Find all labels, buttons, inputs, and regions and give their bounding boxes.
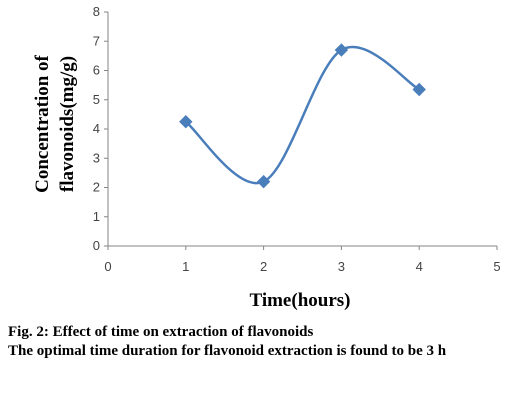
figure-caption-title: Fig. 2: Effect of time on extraction of … [8, 324, 314, 340]
y-tick-label: 0 [93, 238, 100, 253]
figure-caption-note: The optimal time duration for flavonoid … [8, 343, 447, 359]
series [179, 43, 426, 189]
y-tick-label: 1 [93, 209, 100, 224]
data-point-marker [412, 82, 426, 97]
y-axis-title-line-2: flavonoids(mg/g) [57, 56, 78, 192]
y-tick-label: 8 [93, 4, 100, 19]
chart: 0 1 2 3 4 5 6 7 8 0 1 2 3 4 5 Time(hours) Concentratio… [32, 4, 501, 311]
x-tick-label: 0 [104, 259, 111, 274]
axes [107, 12, 497, 247]
y-axis-title-line-1: Concentration of [32, 54, 53, 192]
x-tick-label: 5 [493, 259, 500, 274]
x-axis-title: Time(hours) [250, 290, 351, 311]
y-tick-label: 7 [93, 33, 100, 48]
data-point-marker [256, 174, 271, 189]
x-tick-label: 2 [260, 259, 267, 274]
y-tick-label: 5 [93, 92, 100, 107]
series-line [184, 46, 420, 185]
y-tick-label: 6 [93, 63, 100, 78]
data-point-marker [334, 43, 349, 57]
x-tick-label: 4 [416, 259, 423, 274]
x-tick-label: 3 [338, 259, 345, 274]
y-tick-label: 2 [93, 180, 100, 195]
data-point-marker [179, 114, 193, 129]
y-tick-label: 3 [93, 150, 100, 165]
ticks: 0 1 2 3 4 5 6 7 8 0 1 2 3 4 5 [93, 4, 501, 274]
y-axis-title: Concentration of flavonoids(mg/g) [32, 54, 78, 192]
x-tick-label: 1 [182, 259, 189, 274]
y-tick-label: 4 [93, 121, 100, 136]
